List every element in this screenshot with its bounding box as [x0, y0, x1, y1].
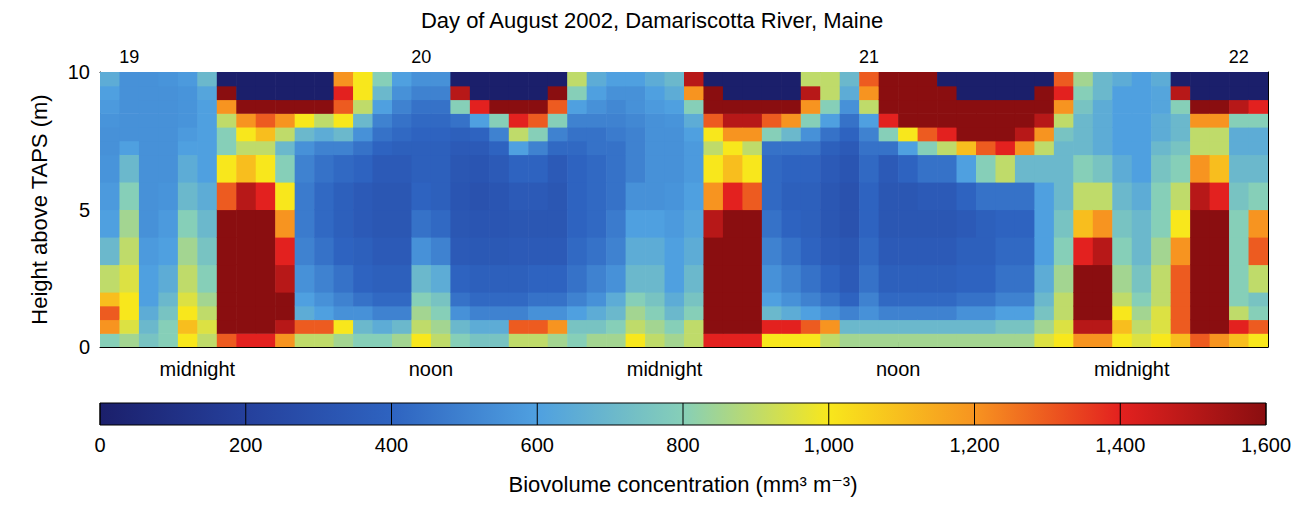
svg-text:noon: noon [876, 358, 921, 380]
svg-text:midnight: midnight [627, 358, 703, 380]
svg-text:400: 400 [375, 434, 408, 456]
svg-text:19: 19 [119, 47, 139, 67]
svg-text:midnight: midnight [160, 358, 236, 380]
svg-text:1,400: 1,400 [1095, 434, 1145, 456]
svg-text:600: 600 [521, 434, 554, 456]
svg-text:1,200: 1,200 [949, 434, 999, 456]
svg-text:22: 22 [1229, 47, 1249, 67]
svg-text:0: 0 [79, 336, 90, 358]
svg-text:5: 5 [79, 199, 90, 221]
svg-text:noon: noon [409, 358, 454, 380]
svg-text:Height above TAPS (m): Height above TAPS (m) [27, 94, 52, 324]
svg-text:0: 0 [94, 434, 105, 456]
svg-text:800: 800 [666, 434, 699, 456]
svg-text:200: 200 [229, 434, 262, 456]
svg-text:Day of August 2002, Damariscot: Day of August 2002, Damariscotta River, … [421, 8, 883, 33]
svg-text:21: 21 [859, 47, 879, 67]
svg-text:midnight: midnight [1094, 358, 1170, 380]
svg-text:10: 10 [68, 61, 90, 83]
svg-text:1,600: 1,600 [1241, 434, 1291, 456]
svg-text:Biovolume concentration (mm³ m: Biovolume concentration (mm³ m⁻³) [508, 472, 857, 497]
svg-text:20: 20 [411, 47, 431, 67]
svg-text:1,000: 1,000 [804, 434, 854, 456]
